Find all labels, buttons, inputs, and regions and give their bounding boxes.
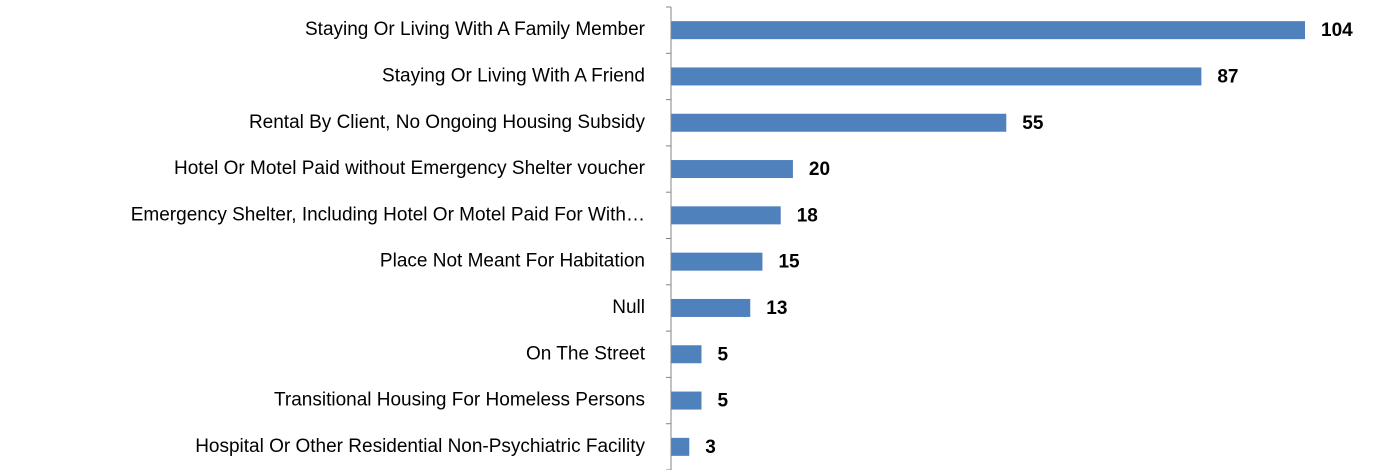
category-label: Null: [612, 297, 645, 318]
bar: [671, 252, 763, 271]
category-label: Rental By Client, No Ongoing Housing Sub…: [249, 112, 646, 133]
bar: [671, 391, 702, 410]
bar: [671, 345, 702, 364]
value-label: 55: [1022, 113, 1044, 134]
bar: [671, 67, 1202, 86]
category-label: Transitional Housing For Homeless Person…: [274, 390, 645, 411]
value-label: 5: [717, 391, 728, 412]
category-label: Hotel Or Motel Paid without Emergency Sh…: [174, 158, 646, 179]
bar: [671, 206, 781, 225]
category-label: Emergency Shelter, Including Hotel Or Mo…: [131, 204, 645, 225]
bar: [671, 21, 1305, 40]
category-label: Staying Or Living With A Friend: [382, 65, 645, 86]
value-label: 87: [1217, 66, 1238, 87]
category-label: Staying Or Living With A Family Member: [305, 19, 646, 40]
value-label: 104: [1321, 20, 1353, 41]
value-label: 20: [809, 159, 830, 180]
value-label: 5: [717, 344, 728, 365]
category-label: On The Street: [526, 343, 646, 364]
value-label: 15: [778, 252, 800, 273]
bar: [671, 298, 751, 317]
category-label: Hospital Or Other Residential Non-Psychi…: [195, 436, 645, 457]
bar: [671, 437, 690, 456]
bar: [671, 113, 1007, 132]
bar: [671, 160, 793, 179]
value-label: 3: [705, 437, 716, 458]
category-label: Place Not Meant For Habitation: [380, 251, 645, 272]
value-label: 18: [797, 205, 818, 226]
value-label: 13: [766, 298, 787, 319]
